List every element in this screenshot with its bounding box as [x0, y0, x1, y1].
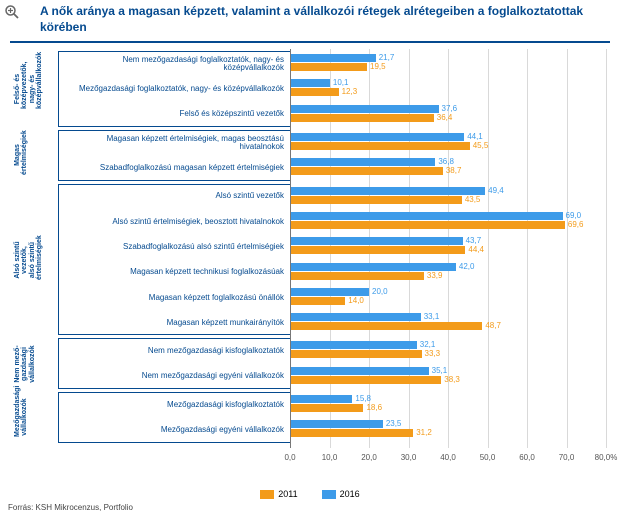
grid-line [606, 49, 607, 448]
group-label: Magasértelmiségiek [14, 135, 54, 175]
legend-swatch [322, 490, 336, 499]
bar-b2011: 19,5 [290, 63, 367, 71]
bar-b2011: 43,5 [290, 196, 462, 204]
bar-value: 45,5 [470, 141, 489, 150]
bar-value: 43,5 [462, 195, 481, 204]
bar-b2016: 43,7 [290, 237, 463, 245]
legend-item: 2016 [322, 489, 360, 499]
bar-b2016: 69,0 [290, 212, 563, 220]
bar-value: 36,4 [434, 113, 453, 122]
legend: 2011 2016 [0, 489, 620, 499]
x-tick: 40,0 [440, 453, 456, 462]
bar-b2016: 36,8 [290, 158, 435, 166]
bar-b2011: 12,3 [290, 88, 339, 96]
bar-b2011: 48,7 [290, 322, 482, 330]
x-tick: 20,0 [361, 453, 377, 462]
bar-b2011: 14,0 [290, 297, 345, 305]
group-label: Felső- és középvezetők,nagy- és középvál… [14, 69, 54, 109]
group-box [58, 130, 290, 181]
x-tick: 60,0 [519, 453, 535, 462]
chart-title: A nők aránya a magasan képzett, valamint… [0, 0, 620, 37]
x-tick: 80,0% [595, 453, 618, 462]
bar-value: 21,7 [376, 53, 395, 62]
x-tick: 30,0 [401, 453, 417, 462]
bar-b2011: 33,3 [290, 350, 422, 358]
bar-b2011: 36,4 [290, 114, 434, 122]
bar-b2011: 33,9 [290, 272, 424, 280]
bar-value: 37,6 [439, 104, 458, 113]
bar-value: 33,1 [421, 312, 440, 321]
bar-value: 32,1 [417, 340, 436, 349]
bar-value: 43,7 [463, 236, 482, 245]
x-tick: 10,0 [322, 453, 338, 462]
bar-b2016: 33,1 [290, 313, 421, 321]
bar-value: 48,7 [482, 321, 501, 330]
bar-b2016: 35,1 [290, 367, 429, 375]
bar-value: 12,3 [339, 87, 358, 96]
bar-value: 14,0 [345, 296, 364, 305]
group-box [58, 184, 290, 336]
group-label: Nem mező-gazdaságivállalkozók [14, 344, 54, 384]
bar-b2016: 23,5 [290, 420, 383, 428]
bar-b2016: 21,7 [290, 54, 376, 62]
legend-swatch [260, 490, 274, 499]
bar-value: 20,0 [369, 287, 388, 296]
bar-b2016: 49,4 [290, 187, 485, 195]
zoom-icon[interactable] [4, 4, 20, 20]
chart: 0,010,020,030,040,050,060,070,080,0%Nem … [10, 41, 610, 473]
group-box [58, 51, 290, 127]
source-text: Forrás: KSH Mikrocenzus, Portfolio [8, 503, 133, 512]
legend-item: 2011 [260, 489, 297, 499]
x-tick: 70,0 [559, 453, 575, 462]
bar-b2011: 45,5 [290, 142, 470, 150]
bar-b2011: 38,7 [290, 167, 443, 175]
legend-label: 2011 [278, 489, 297, 499]
bar-b2016: 10,1 [290, 79, 330, 87]
group-box [58, 338, 290, 389]
bar-value: 23,5 [383, 419, 402, 428]
bar-b2016: 44,1 [290, 133, 464, 141]
bar-b2011: 44,4 [290, 246, 465, 254]
group-label: Mezőgazdaságivállalkozók [14, 397, 54, 437]
bar-b2011: 31,2 [290, 429, 413, 437]
bar-value: 19,5 [367, 62, 386, 71]
bar-value: 10,1 [330, 78, 349, 87]
bar-b2016: 20,0 [290, 288, 369, 296]
bar-value: 18,6 [363, 403, 382, 412]
bar-value: 33,9 [424, 271, 443, 280]
bar-b2016: 15,8 [290, 395, 352, 403]
bar-b2011: 38,3 [290, 376, 441, 384]
bar-b2016: 37,6 [290, 105, 439, 113]
bar-b2016: 32,1 [290, 341, 417, 349]
bar-value: 35,1 [429, 366, 448, 375]
bar-value: 49,4 [485, 186, 504, 195]
bar-value: 44,1 [464, 132, 483, 141]
bar-value: 44,4 [465, 245, 484, 254]
bar-value: 36,8 [435, 157, 454, 166]
legend-label: 2016 [340, 489, 360, 499]
bar-b2011: 18,6 [290, 404, 363, 412]
bar-value: 15,8 [352, 394, 371, 403]
bar-value: 38,7 [443, 166, 462, 175]
bar-value: 31,2 [413, 428, 432, 437]
group-label: Alsó szintű vezetők, alsó szintűértelmis… [14, 240, 54, 280]
group-box [58, 392, 290, 443]
x-tick: 0,0 [284, 453, 295, 462]
bar-b2016: 42,0 [290, 263, 456, 271]
bar-value: 42,0 [456, 262, 475, 271]
bar-value: 69,6 [565, 220, 584, 229]
bar-b2011: 69,6 [290, 221, 565, 229]
bar-value: 33,3 [422, 349, 441, 358]
bar-value: 38,3 [441, 375, 460, 384]
x-tick: 50,0 [480, 453, 496, 462]
bar-value: 69,0 [563, 211, 582, 220]
